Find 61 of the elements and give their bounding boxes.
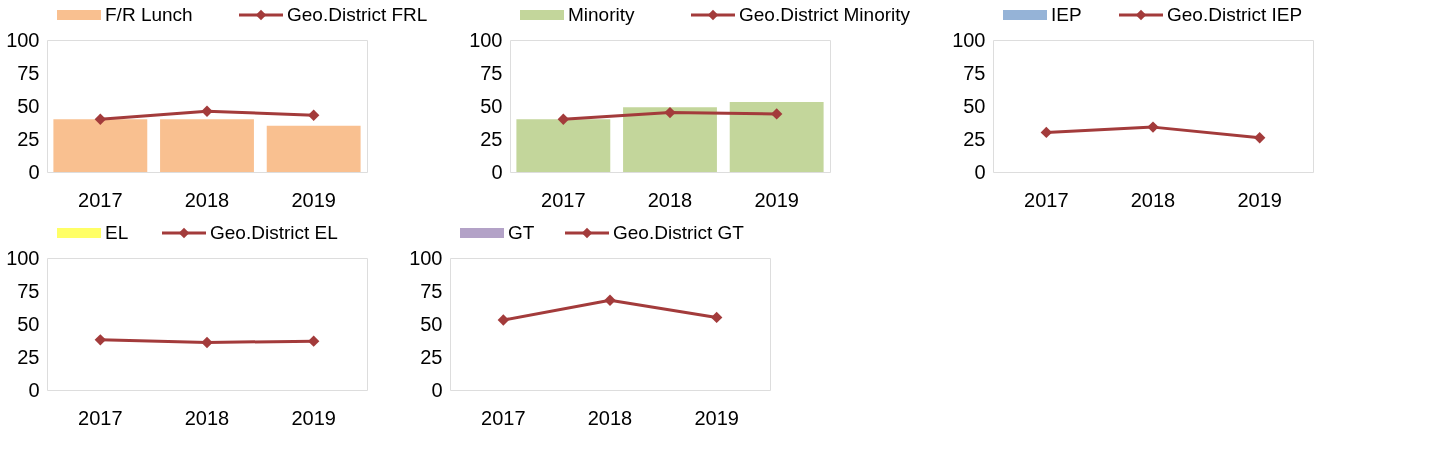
x-tick-label: 2019 [291,188,336,211]
x-tick-label: 2019 [291,406,336,429]
y-tick-label: 50 [17,312,40,335]
x-tick-label: 2018 [184,188,230,211]
y-tick-label: 100 [6,28,40,51]
legend-label: Geo.District IEP [1167,4,1303,25]
y-tick-label: 25 [480,127,503,150]
y-tick-label: 25 [17,345,40,368]
y-tick-label: 100 [469,28,503,51]
point [710,311,723,324]
x-tick-label: 2017 [78,188,123,211]
y-tick-label: 100 [952,28,986,51]
legend-label: Geo.District GT [613,222,745,243]
y-tick-label: 100 [6,246,40,269]
x-tick-label: 2017 [1024,188,1069,211]
point [201,105,213,117]
y-tick-label: 50 [480,94,503,117]
x-tick-label: 2017 [541,188,586,211]
y-tick-label: 50 [963,94,986,117]
point [1040,126,1053,139]
point [604,294,616,306]
x-tick-label: 2019 [1237,188,1282,211]
y-tick-label: 75 [480,61,503,84]
y-tick-label: 75 [17,279,40,302]
y-tick-label: 100 [409,246,443,269]
y-tick-label: 0 [28,160,40,183]
x-tick-label: 2018 [647,188,693,211]
bar [516,119,611,172]
y-tick-label: 25 [17,127,40,150]
legend-label: Minority [568,4,636,25]
legend-label: Geo.District Minority [739,4,911,25]
point [497,314,510,326]
legend-label: Geo.District EL [210,222,338,243]
legend-label: F/R Lunch [105,4,193,25]
y-tick-label: 0 [491,160,503,183]
y-tick-label: 0 [431,378,443,401]
x-tick-label: 2017 [481,406,526,429]
y-tick-label: 75 [17,61,40,84]
point [1147,121,1159,133]
y-tick-label: 75 [963,61,986,84]
legend-label: EL [105,222,129,243]
point [1253,131,1266,144]
point [664,106,676,119]
y-tick-label: 25 [420,345,443,368]
legend-label: GT [508,222,535,243]
x-tick-label: 2018 [1130,188,1176,211]
y-tick-label: 75 [420,279,443,302]
y-tick-label: 50 [420,312,443,335]
bar [729,102,824,172]
x-tick-label: 2018 [184,406,230,429]
x-tick-label: 2019 [694,406,739,429]
legend-label: Geo.District FRL [287,4,428,25]
legend-label: IEP [1051,4,1082,25]
bar [623,107,717,172]
x-tick-label: 2017 [78,406,123,429]
x-tick-label: 2018 [587,406,633,429]
y-tick-label: 0 [28,378,40,401]
x-tick-label: 2019 [754,188,799,211]
y-tick-label: 50 [17,94,40,117]
y-tick-label: 0 [974,160,986,183]
y-tick-label: 25 [963,127,986,150]
